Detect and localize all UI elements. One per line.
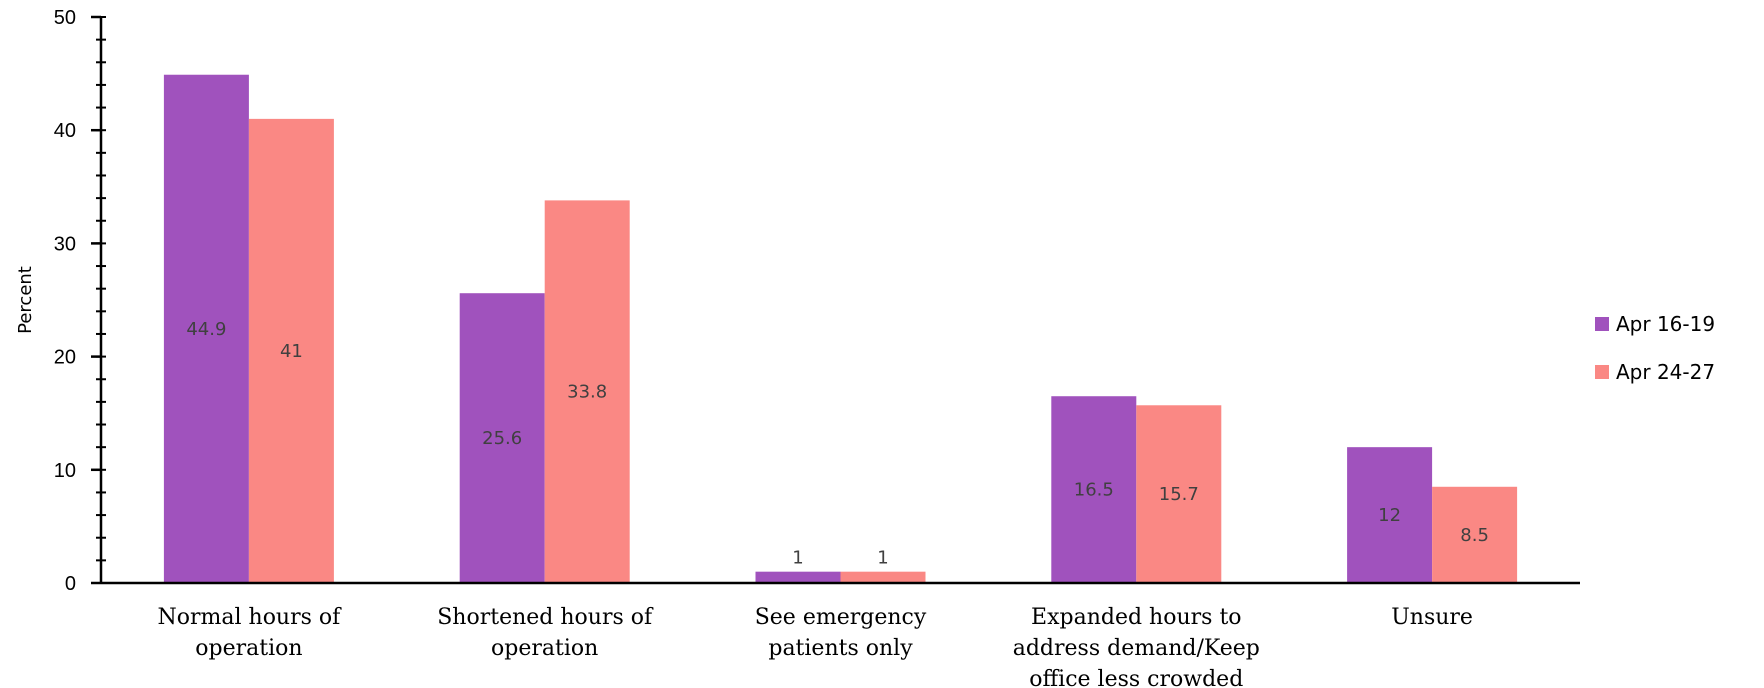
- bar-series-1-category-1: [163, 74, 249, 584]
- x-tick-label: Normal hours of operation: [158, 605, 343, 661]
- data-label-series-1-category-4: 16.5: [1074, 480, 1114, 501]
- legend-label-1: Apr 16-19: [1616, 312, 1715, 336]
- data-label-series-1-category-2: 25.6: [482, 428, 522, 449]
- bar-series-2-category-2: [544, 200, 630, 583]
- data-labels-group: 44.9 25.6 1 16.5 12 41 33.8 1 15.7 8.5: [186, 319, 1489, 569]
- bar-series-1-category-2: [459, 293, 545, 583]
- data-label-series-2-category-5: 8.5: [1460, 525, 1489, 546]
- x-tick-label: Shortened hours of operation: [437, 605, 654, 661]
- data-label-series-1-category-3: 1: [792, 548, 803, 569]
- y-tick-label: 50: [54, 7, 76, 29]
- legend-swatch-2: [1595, 365, 1609, 379]
- legend-label-2: Apr 24-27: [1616, 360, 1715, 384]
- legend-swatch-1: [1595, 317, 1609, 331]
- bars-group: [163, 74, 1518, 584]
- bar-series-1-category-5: [1347, 447, 1433, 583]
- data-label-series-2-category-1: 41: [280, 341, 303, 362]
- y-tick-label: 20: [54, 347, 76, 369]
- data-label-series-2-category-2: 33.8: [567, 382, 607, 403]
- y-tick-label: 40: [54, 120, 76, 142]
- bar-series-1-category-3: [755, 571, 841, 583]
- bar-series-2-category-3: [840, 571, 926, 583]
- bar-series-2-category-5: [1432, 486, 1518, 583]
- data-label-series-2-category-3: 1: [877, 548, 888, 569]
- bar-series-2-category-4: [1136, 405, 1222, 583]
- y-axis-title: Percent: [15, 266, 36, 334]
- data-label-series-1-category-1: 44.9: [186, 319, 226, 340]
- y-tick-label: 30: [54, 233, 76, 255]
- y-tick-label: 0: [65, 573, 76, 595]
- legend: Apr 16-19 Apr 24-27: [1595, 312, 1715, 384]
- y-axis: 0 10 20 30 40 50: [54, 7, 106, 595]
- y-tick-label: 10: [54, 460, 76, 482]
- bar-series-2-category-1: [248, 118, 334, 583]
- x-tick-label: Unsure: [1391, 605, 1473, 630]
- data-label-series-1-category-5: 12: [1378, 505, 1401, 526]
- category-labels-group: Normal hours of operation Shortened hours …: [158, 605, 1473, 688]
- x-tick-label: See emergency patients only: [755, 605, 927, 661]
- x-tick-label: Expanded hours to address demand/Keep offi…: [1013, 605, 1260, 688]
- bar-series-1-category-4: [1051, 396, 1137, 583]
- data-label-series-2-category-4: 15.7: [1159, 484, 1199, 505]
